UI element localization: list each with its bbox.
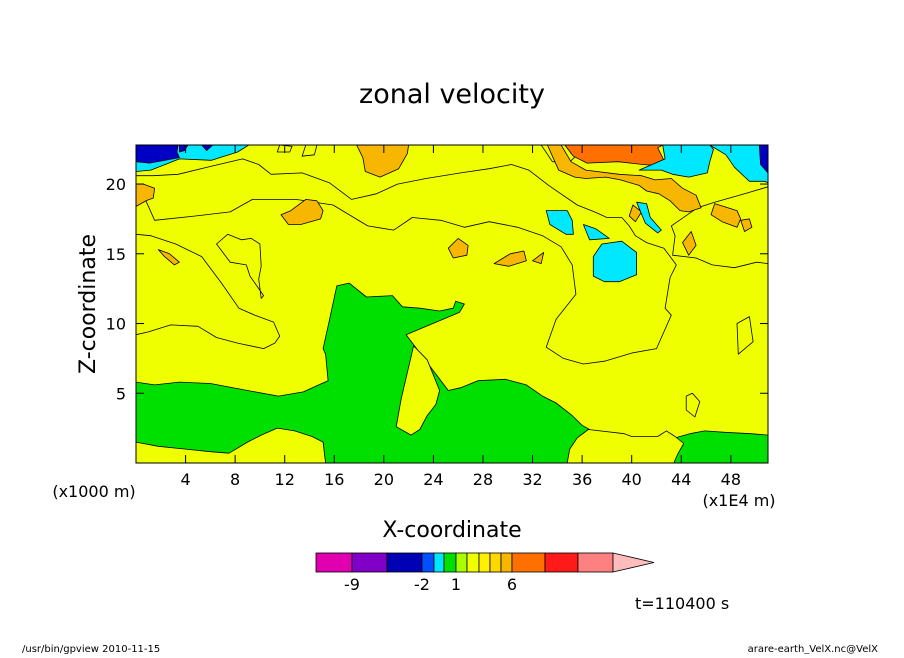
footer-right-note: arare-earth_VelX.nc@VelX bbox=[748, 644, 879, 654]
colorbar-segment bbox=[489, 552, 502, 573]
x-tick-label: 16 bbox=[324, 470, 344, 489]
colorbar-segment bbox=[421, 552, 435, 573]
colorbar-segment bbox=[544, 552, 579, 573]
colorbar-segment bbox=[433, 552, 445, 573]
x-tick-label: 12 bbox=[275, 470, 295, 489]
colorbar: -9 -2 1 6 bbox=[315, 552, 655, 594]
contour-region-30 bbox=[583, 224, 610, 241]
colorbar-segment bbox=[577, 552, 614, 573]
contour-region-22 bbox=[740, 218, 753, 232]
x-tick-label: 48 bbox=[721, 470, 741, 489]
x-tick-label: 8 bbox=[230, 470, 240, 489]
chart-title: zonal velocity bbox=[359, 79, 545, 110]
contour-region-19 bbox=[532, 251, 545, 265]
colorbar-tick-label: 6 bbox=[507, 575, 517, 594]
colorbar-tick-label: 1 bbox=[451, 575, 461, 594]
y-tick-label: 20 bbox=[106, 175, 126, 194]
contour-region-28 bbox=[709, 145, 768, 184]
x-axis-unit: (x1E4 m) bbox=[702, 491, 775, 510]
contour-region-27 bbox=[638, 145, 714, 178]
contour-region-23 bbox=[710, 203, 742, 228]
y-axis-label: Z-coordinate bbox=[76, 234, 101, 374]
colorbar-segment bbox=[466, 552, 480, 573]
y-axis-unit: (x1000 m) bbox=[52, 482, 135, 501]
contour-region-12 bbox=[670, 186, 768, 269]
x-axis-ticks: 4 8 12 16 20 24 28 32 36 40 44 48 bbox=[180, 145, 741, 489]
x-axis-label: X-coordinate bbox=[382, 518, 521, 543]
contour-region-16 bbox=[157, 249, 180, 266]
contour-region-10 bbox=[301, 145, 318, 157]
contour-region-18 bbox=[493, 250, 527, 267]
x-tick-label: 32 bbox=[522, 470, 542, 489]
contour-region-21 bbox=[682, 231, 697, 256]
y-tick-label: 10 bbox=[106, 315, 126, 334]
colorbar-segment bbox=[351, 552, 388, 573]
x-tick-label: 4 bbox=[180, 470, 190, 489]
contour-region-2 bbox=[395, 345, 441, 436]
contour-region-13 bbox=[136, 183, 156, 207]
contour-regions bbox=[136, 145, 768, 463]
plot-frame bbox=[135, 144, 769, 464]
contour-region-4 bbox=[685, 392, 701, 418]
x-tick-label: 20 bbox=[374, 470, 394, 489]
colorbar-segment bbox=[455, 552, 468, 573]
x-tick-label: 24 bbox=[423, 470, 443, 489]
contour-region-32 bbox=[636, 201, 662, 234]
y-tick-label: 15 bbox=[106, 245, 126, 264]
contour-region-7 bbox=[216, 233, 265, 299]
footer-left-note: /usr/bin/gpview 2010-11-15 bbox=[22, 644, 160, 654]
x-tick-label: 36 bbox=[572, 470, 592, 489]
y-tick-label: 5 bbox=[116, 384, 126, 403]
y-axis-ticks: 5 10 15 20 bbox=[106, 175, 768, 403]
contour-region-15 bbox=[280, 198, 324, 225]
contour-region-24 bbox=[547, 145, 702, 213]
colorbar-segment bbox=[443, 552, 457, 573]
colorbar-segment bbox=[315, 552, 353, 573]
x-tick-label: 40 bbox=[622, 470, 642, 489]
colorbar-arrow bbox=[612, 552, 655, 573]
contour-region-17 bbox=[447, 237, 469, 259]
colorbar-segment bbox=[511, 552, 546, 573]
colorbar-segment bbox=[386, 552, 423, 573]
contour-region-20 bbox=[628, 204, 642, 223]
contour-region-35 bbox=[201, 145, 214, 152]
contour-region-33 bbox=[136, 145, 180, 164]
contour-region-5 bbox=[736, 316, 754, 355]
x-tick-label: 28 bbox=[473, 470, 493, 489]
contour-region-31 bbox=[592, 240, 637, 283]
x-tick-label: 44 bbox=[671, 470, 691, 489]
contour-region-1 bbox=[136, 427, 327, 463]
contour-region-0 bbox=[136, 282, 768, 463]
contour-region-29 bbox=[545, 210, 574, 235]
colorbar-tick-label: -2 bbox=[414, 575, 430, 594]
contour-region-14 bbox=[356, 145, 410, 178]
contour-region-36 bbox=[758, 145, 768, 174]
plot-area bbox=[136, 145, 768, 463]
colorbar-segment bbox=[478, 552, 491, 573]
colorbar-segment bbox=[500, 552, 513, 573]
contour-region-3 bbox=[566, 429, 685, 463]
colorbar-tick-label: -9 bbox=[344, 575, 360, 594]
time-label: t=110400 s bbox=[635, 594, 729, 613]
